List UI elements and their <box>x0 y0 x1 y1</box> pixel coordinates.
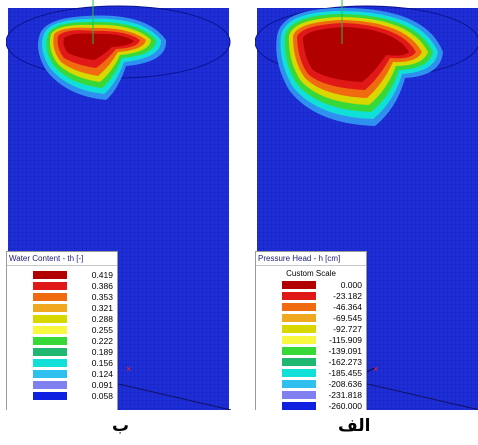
legend-row: -139.091 <box>256 346 366 357</box>
legend-swatch <box>282 402 316 410</box>
legend-swatch <box>33 315 67 323</box>
legend-swatch <box>282 347 316 355</box>
legend-swatch <box>33 304 67 312</box>
legend-swatch <box>282 303 316 311</box>
legend-swatch <box>33 271 67 279</box>
left-cylinder-mesh: × <box>6 0 231 410</box>
legend-swatch <box>33 326 67 334</box>
plume-contours <box>38 15 167 100</box>
legend-value: 0.156 <box>91 358 113 368</box>
legend-swatch <box>282 314 316 322</box>
legend-row: 0.255 <box>7 325 117 336</box>
observation-marker-icon: × <box>126 364 131 374</box>
legend-swatch <box>33 381 67 389</box>
legend-value: 0.386 <box>91 281 113 291</box>
legend-value: -208.636 <box>328 379 362 389</box>
legend-row: 0.222 <box>7 336 117 347</box>
legend-row: -115.909 <box>256 335 366 346</box>
plume-contours <box>276 7 443 127</box>
legend-row: 0.386 <box>7 281 117 292</box>
legend-row: -92.727 <box>256 324 366 335</box>
legend-row: 0.091 <box>7 380 117 391</box>
legend-value: 0.222 <box>91 336 113 346</box>
legend-row: -23.182 <box>256 291 366 302</box>
legend-swatch <box>33 370 67 378</box>
edge-line <box>100 379 231 410</box>
legend-swatch <box>33 392 67 400</box>
legend-value: 0.353 <box>91 292 113 302</box>
legend-swatch <box>282 281 316 289</box>
observation-marker-icon: × <box>373 364 378 374</box>
legend-row: 0.124 <box>7 369 117 380</box>
legend-subtitle: Custom Scale <box>286 269 336 278</box>
legend-swatch <box>282 292 316 300</box>
left-panel-water-content: × Water Content - th [-] 0.419 0.386 0.353… <box>6 0 231 410</box>
legend-swatch <box>282 325 316 333</box>
legend-row: 0.000 <box>256 280 366 291</box>
right-panel-pressure-head: × Pressure Head - h [cm] Custom Scale 0.… <box>255 0 478 410</box>
edge-line <box>349 379 478 410</box>
legend-swatch <box>282 380 316 388</box>
legend-value: 0.091 <box>91 380 113 390</box>
legend-value: -69.545 <box>333 313 362 323</box>
legend-row: 0.288 <box>7 314 117 325</box>
caption-left: ب <box>112 416 130 436</box>
legend-row: 0.189 <box>7 347 117 358</box>
legend-swatch <box>33 359 67 367</box>
legend-water-content: Water Content - th [-] 0.419 0.386 0.353 0.… <box>6 251 118 410</box>
legend-row: 0.353 <box>7 292 117 303</box>
legend-value: -162.273 <box>328 357 362 367</box>
legend-value: 0.321 <box>91 303 113 313</box>
legend-rows: 0.000 -23.182 -46.364 -69.545 -92.727 -115.90… <box>256 280 366 410</box>
legend-value: 0.288 <box>91 314 113 324</box>
legend-rows: 0.419 0.386 0.353 0.321 0.288 0.255 0.222 0.189… <box>7 270 117 402</box>
legend-value: 0.000 <box>340 280 362 290</box>
legend-value: -185.455 <box>328 368 362 378</box>
legend-row: 0.321 <box>7 303 117 314</box>
legend-row: -231.818 <box>256 390 366 401</box>
legend-swatch <box>33 293 67 301</box>
legend-value: -115.909 <box>329 335 362 345</box>
legend-row: 0.156 <box>7 358 117 369</box>
legend-row: 0.058 <box>7 391 117 402</box>
legend-title: Pressure Head - h [cm] <box>256 252 366 266</box>
legend-value: 0.419 <box>91 270 113 280</box>
legend-row: -46.364 <box>256 302 366 313</box>
legend-title: Water Content - th [-] <box>7 252 117 266</box>
legend-swatch <box>282 391 316 399</box>
legend-swatch <box>282 336 316 344</box>
legend-row: -69.545 <box>256 313 366 324</box>
caption-right: الف <box>338 416 371 436</box>
legend-row: -260.000 <box>256 401 366 410</box>
legend-value: -139.091 <box>328 346 362 356</box>
legend-value: -92.727 <box>333 324 362 334</box>
legend-value: 0.058 <box>91 391 113 401</box>
legend-row: 0.419 <box>7 270 117 281</box>
legend-value: 0.124 <box>91 369 113 379</box>
legend-row: -162.273 <box>256 357 366 368</box>
legend-swatch <box>33 282 67 290</box>
legend-swatch <box>282 369 316 377</box>
legend-swatch <box>33 348 67 356</box>
legend-value: 0.255 <box>91 325 113 335</box>
legend-row: -208.636 <box>256 379 366 390</box>
legend-value: -260.000 <box>328 401 362 410</box>
legend-pressure-head: Pressure Head - h [cm] Custom Scale 0.00… <box>255 251 367 410</box>
legend-value: -23.182 <box>333 291 362 301</box>
legend-row: -185.455 <box>256 368 366 379</box>
legend-swatch <box>33 337 67 345</box>
legend-value: -231.818 <box>328 390 362 400</box>
legend-value: 0.189 <box>91 347 113 357</box>
legend-value: -46.364 <box>333 302 362 312</box>
legend-swatch <box>282 358 316 366</box>
